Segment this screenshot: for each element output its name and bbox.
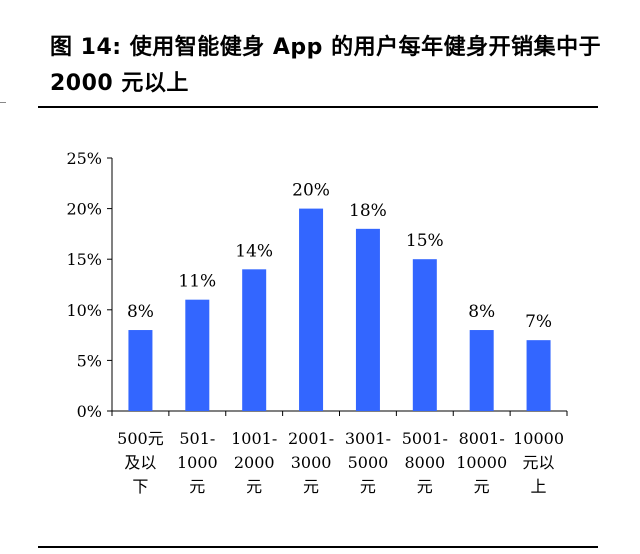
data-label: 7%	[525, 312, 552, 332]
x-category-label: 元以	[523, 453, 555, 472]
x-category-label: 2000	[234, 453, 275, 472]
x-category-label: 元	[246, 477, 262, 496]
margin-tick	[0, 102, 6, 103]
x-category-label: 5001-	[402, 429, 448, 448]
y-tick-label: 15%	[66, 250, 102, 269]
bar	[185, 299, 210, 411]
bottom-rule	[38, 546, 598, 548]
bar	[526, 340, 551, 411]
x-category-label: 10000	[513, 429, 564, 448]
y-tick-label: 25%	[66, 149, 102, 168]
x-category-label: 2001-	[288, 429, 334, 448]
x-category-label: 元	[189, 477, 205, 496]
x-category-label: 3000	[291, 453, 332, 472]
y-tick-label: 20%	[66, 200, 102, 219]
x-category-label: 8000	[404, 453, 445, 472]
bar	[412, 259, 437, 411]
bar	[299, 208, 324, 411]
x-category-label: 1001-	[231, 429, 277, 448]
y-tick-label: 0%	[77, 402, 102, 421]
data-label: 8%	[127, 302, 154, 322]
x-category-label: 501-	[179, 429, 215, 448]
x-category-label: 1000	[177, 453, 218, 472]
bar	[469, 330, 494, 411]
title-rule	[38, 106, 598, 108]
data-label: 11%	[178, 272, 216, 292]
x-category-label: 元	[474, 477, 490, 496]
data-label: 18%	[349, 201, 387, 221]
y-tick-label: 10%	[66, 301, 102, 320]
bar	[128, 330, 153, 411]
x-category-label: 元	[303, 477, 319, 496]
x-category-label: 上	[531, 477, 547, 496]
x-category-label: 500元	[117, 429, 164, 448]
x-category-label: 5000	[348, 453, 389, 472]
y-tick-label: 5%	[77, 351, 102, 370]
x-category-label: 元	[417, 477, 433, 496]
data-label: 15%	[406, 231, 444, 251]
x-category-label: 下	[132, 477, 148, 496]
figure-title: 图 14: 使用智能健身 App 的用户每年健身开销集中于 2000 元以上	[50, 35, 602, 96]
x-category-label: 8001-	[459, 429, 505, 448]
bar	[355, 228, 380, 411]
x-category-label: 10000	[456, 453, 507, 472]
data-label: 8%	[468, 302, 495, 322]
data-label: 20%	[292, 181, 330, 201]
x-category-label: 3001-	[345, 429, 391, 448]
x-category-label: 及以	[124, 453, 156, 472]
data-label: 14%	[235, 241, 273, 261]
x-category-label: 元	[360, 477, 376, 496]
bar	[242, 269, 267, 411]
